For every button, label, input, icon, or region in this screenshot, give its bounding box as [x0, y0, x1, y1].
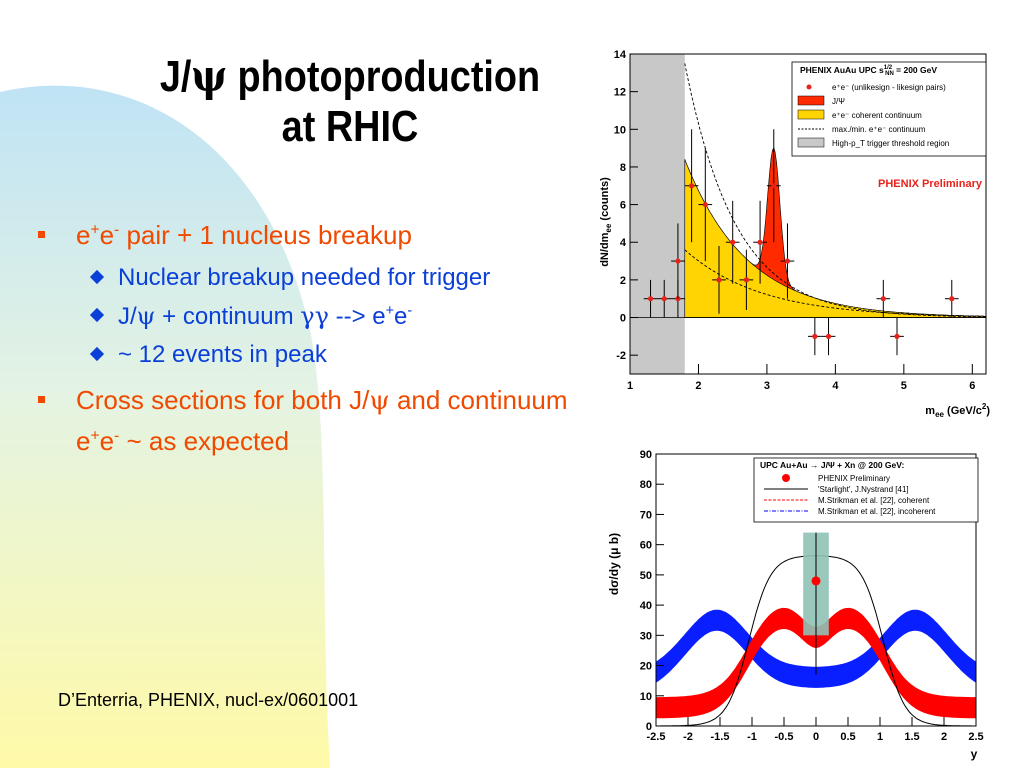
subbullet-continuum: J/ψ + continuum γγ --> e+e-	[34, 299, 594, 334]
x-tick-label: -2.5	[647, 731, 666, 743]
legend-marker-data	[806, 84, 812, 90]
preliminary-label: PHENIX Preliminary	[878, 178, 983, 190]
y-tick-label: 10	[614, 124, 626, 136]
y-tick-label: 0	[646, 721, 652, 733]
min-continuum-line	[684, 249, 986, 317]
svg-text:PHENIX AuAu UPC s1/2NN = 200 G: PHENIX AuAu UPC s1/2 NN = 200 GeV	[800, 65, 937, 77]
legend-swatch-jpsi	[797, 95, 825, 106]
y-tick-label: 80	[640, 479, 652, 491]
slide-title: J/ψ photoproduction at RHIC	[159, 51, 541, 152]
x-tick-label: -1	[747, 731, 757, 743]
svg-text:e⁺e⁻ (unlikesign - likesign pa: e⁺e⁻ (unlikesign - likesign pairs)	[832, 83, 946, 92]
diamond-bullet-icon	[89, 307, 105, 323]
legend-swatch-continuum	[797, 109, 825, 120]
subbullet-trigger: Nuclear breakup needed for trigger	[34, 261, 594, 295]
bullet-list: e+e- pair + 1 nucleus breakup Nuclear br…	[34, 215, 594, 461]
legend-marker-data	[782, 474, 790, 482]
svg-text:UPC Au+Au → J/Ψ + Xn @ 200 GeV: UPC Au+Au → J/Ψ + Xn @ 200 GeV:	[760, 460, 904, 470]
y-tick-label: 12	[614, 87, 626, 99]
x-tick-label: 3	[764, 380, 770, 392]
x-tick-label: 5	[901, 380, 907, 392]
legend: UPC Au+Au → J/Ψ + Xn @ 200 GeV: PHENIX P…	[753, 457, 979, 523]
bullet-pair-breakup: e+e- pair + 1 nucleus breakup	[34, 215, 594, 255]
y-tick-label: 70	[640, 509, 652, 521]
x-tick-label: 2	[941, 731, 947, 743]
rapidity-chart: 0 10 20 30 40 50 60 70 80 90 -2.5 -2 -1.5 -1 -0.5 0 0.5 1…	[604, 444, 1004, 764]
subbullet-events: ~ 12 events in peak	[34, 338, 594, 372]
x-tick-label: -0.5	[775, 731, 794, 743]
data-point	[811, 576, 821, 586]
x-axis-title: mee (GeV/c2)	[925, 402, 990, 419]
max-continuum-line	[684, 63, 987, 318]
y-tick-label: 14	[614, 49, 627, 61]
data-point	[643, 279, 658, 318]
svg-text:e⁺e⁻ coherent continuum: e⁺e⁻ coherent continuum	[832, 111, 922, 120]
x-tick-label: 4	[832, 380, 839, 392]
diamond-bullet-icon	[89, 269, 105, 285]
data-point	[821, 317, 836, 356]
svg-text:M.Strikman et al. [22], incohe: M.Strikman et al. [22], incoherent	[818, 507, 936, 516]
trigger-threshold-region	[630, 54, 685, 374]
y-tick-label: 6	[620, 200, 626, 212]
data-point	[671, 223, 685, 299]
y-tick-label: 30	[640, 630, 652, 642]
y-tick-label: 90	[640, 449, 652, 461]
x-tick-label: 1.5	[904, 731, 919, 743]
x-tick-label: -2	[683, 731, 693, 743]
x-tick-label: 0	[813, 731, 819, 743]
diamond-bullet-icon	[89, 346, 105, 362]
legend-swatch-threshold	[797, 137, 825, 148]
x-tick-label: 1	[877, 731, 883, 743]
y-tick-label: 40	[640, 600, 652, 612]
x-tick-label: 2.5	[968, 731, 983, 743]
data-point	[876, 279, 891, 318]
bullet-cross-sections: Cross sections for both J/ψ and continuu…	[34, 380, 594, 461]
y-tick-label: 20	[640, 661, 652, 673]
data-point	[766, 129, 781, 243]
strikman-incoherent-band	[656, 609, 976, 688]
reference-citation: D’Enterria, PHENIX, nucl-ex/0601001	[58, 690, 359, 710]
data-point	[890, 317, 904, 356]
data-point	[753, 200, 767, 284]
data-point	[780, 223, 795, 299]
x-tick-label: 1	[627, 380, 633, 392]
data-point	[712, 246, 726, 314]
y-tick-label: -2	[616, 350, 626, 362]
data-point	[684, 129, 699, 243]
legend: PHENIX AuAu UPC s1/2 NN = 200 GeV e⁺e⁻ (u…	[791, 61, 987, 157]
y-axis-title: dσ/dy (μ b)	[607, 533, 621, 595]
data-point	[739, 249, 754, 310]
square-bullet-icon	[38, 396, 45, 403]
svg-text:J/Ψ: J/Ψ	[832, 97, 845, 106]
svg-text:max./min. e⁺e⁻ continuum: max./min. e⁺e⁻ continuum	[832, 125, 926, 134]
plot-frame	[629, 53, 987, 375]
y-tick-label: 4	[620, 237, 627, 249]
x-tick-label: -1.5	[711, 731, 730, 743]
y-tick-label: 8	[620, 162, 626, 174]
y-tick-label: 50	[640, 570, 652, 582]
data-point	[698, 148, 713, 262]
data-point	[725, 200, 740, 284]
y-axis-title: dN/dmee (counts)	[599, 177, 613, 267]
square-bullet-icon	[38, 231, 45, 238]
data-point	[944, 279, 959, 318]
x-tick-label: 6	[969, 380, 975, 392]
svg-text:PHENIX Preliminary: PHENIX Preliminary	[818, 474, 890, 483]
svg-text:'Starlight', J.Nystrand [41]: 'Starlight', J.Nystrand [41]	[818, 485, 909, 494]
y-tick-label: 2	[620, 275, 626, 287]
svg-text:M.Strikman et al. [22], cohere: M.Strikman et al. [22], coherent	[818, 496, 930, 505]
x-tick-label: 2	[695, 380, 701, 392]
x-axis-title: y	[971, 747, 978, 761]
data-point	[808, 317, 822, 356]
x-tick-label: 0.5	[840, 731, 855, 743]
y-tick-label: 0	[620, 313, 626, 325]
y-tick-label: 60	[640, 540, 652, 552]
svg-text:High-p_T trigger threshold reg: High-p_T trigger threshold region	[832, 139, 949, 148]
y-tick-label: 10	[640, 691, 652, 703]
data-point	[657, 279, 672, 318]
